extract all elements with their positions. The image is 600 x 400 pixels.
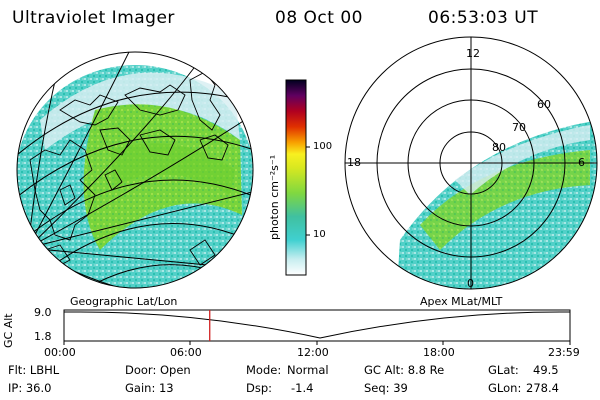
mlt-label-6: 6 xyxy=(578,156,585,169)
polar-faint-region xyxy=(455,125,590,195)
glon-value: 278.4 xyxy=(526,381,559,395)
time-tick-0600: 06:00 xyxy=(170,346,202,359)
dsp-value: -1.4 xyxy=(291,381,314,395)
gc-alt-info: GC Alt: 8.8 Re xyxy=(364,363,445,377)
polar-mlt-panel xyxy=(344,36,598,290)
mlat-label-70: 70 xyxy=(512,121,526,134)
glat-value: 49.5 xyxy=(533,363,559,377)
polar-grid xyxy=(344,36,598,290)
time-tick-0000: 00:00 xyxy=(44,346,76,359)
mode-value: Normal xyxy=(287,363,329,377)
gain-info: Gain: 13 xyxy=(125,381,174,395)
colorbar-label-100: 100 xyxy=(313,141,333,152)
geographic-map-panel xyxy=(16,51,254,289)
instrument-title: Ultraviolet Imager xyxy=(12,8,175,28)
altitude-ytick-high: 9.0 xyxy=(34,306,52,319)
seq-info: Seq: 39 xyxy=(364,381,408,395)
time-tick-1800: 18:00 xyxy=(423,346,455,359)
image-date: 08 Oct 00 xyxy=(275,8,363,28)
colorbar xyxy=(285,79,310,276)
altitude-ylabel: GC Alt xyxy=(2,313,15,348)
filter-info: Flt: LBHL xyxy=(8,363,60,377)
right-panel-label: Apex MLat/MLT xyxy=(420,295,503,308)
mlat-label-60: 60 xyxy=(537,98,551,111)
mlt-label-18: 18 xyxy=(347,156,361,169)
auroral-oval-bright xyxy=(110,143,235,195)
altitude-ytick-low: 1.8 xyxy=(34,330,52,343)
auroral-oval-green xyxy=(83,104,242,251)
colorbar-label-10: 10 xyxy=(313,229,326,240)
altitude-plot xyxy=(63,309,571,345)
door-info: Door: Open xyxy=(125,363,191,377)
time-tick-2359: 23:59 xyxy=(548,346,580,359)
colorbar-scale xyxy=(285,79,307,276)
orbit-altitude-curve xyxy=(64,311,570,339)
map-boundary xyxy=(16,51,254,289)
ip-info: IP: 36.0 xyxy=(8,381,52,395)
colorbar-unit: photon cm⁻²s⁻¹ xyxy=(268,154,281,240)
dsp-label: Dsp: xyxy=(246,381,273,395)
left-panel-label: Geographic Lat/Lon xyxy=(70,295,178,308)
glon-label: GLon: xyxy=(488,381,522,395)
glat-label: GLat: xyxy=(488,363,519,377)
mlt-label-12: 12 xyxy=(466,47,480,60)
mlat-label-80: 80 xyxy=(492,141,506,154)
mode-label: Mode: xyxy=(246,363,282,377)
image-time: 06:53:03 UT xyxy=(428,8,539,28)
time-tick-1200: 12:00 xyxy=(297,346,329,359)
altitude-plot-frame xyxy=(63,309,571,342)
mlt-label-0: 0 xyxy=(467,277,474,290)
